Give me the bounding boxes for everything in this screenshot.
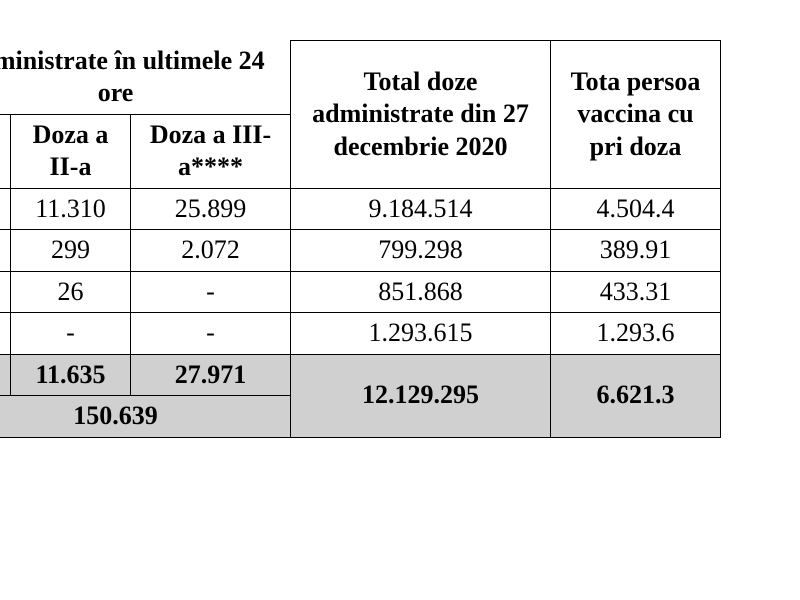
total-tp: 6.621.3 (551, 354, 721, 437)
total-sum24: 150.639 (0, 396, 291, 438)
vaccination-table: administrate în ultimele 24 ore Total do… (0, 40, 721, 438)
cell-tp: 4.504.4 (551, 188, 721, 230)
cell-d3: - (131, 313, 291, 355)
cell-tp: 389.91 (551, 230, 721, 272)
table-row: 299 2.072 799.298 389.91 (0, 230, 721, 272)
cell-d1: 2 (0, 313, 11, 355)
cell-d2: - (11, 313, 131, 355)
cell-td: 851.868 (291, 271, 551, 313)
cell-d3: - (131, 271, 291, 313)
table-row: 2 - - 1.293.615 1.293.6 (0, 313, 721, 355)
table-row: 7 11.310 25.899 9.184.514 4.504.4 (0, 188, 721, 230)
total-d3: 27.971 (131, 354, 291, 396)
total-d2: 11.635 (11, 354, 131, 396)
cell-tp: 1.293.6 (551, 313, 721, 355)
header-24h: administrate în ultimele 24 ore (0, 41, 291, 115)
header-row-1: administrate în ultimele 24 ore Total do… (0, 41, 721, 115)
total-d1: 3 (0, 354, 11, 396)
cell-d2: 26 (11, 271, 131, 313)
header-doza-3: Doza a III-a**** (131, 114, 291, 188)
cell-tp: 433.31 (551, 271, 721, 313)
cell-d3: 25.899 (131, 188, 291, 230)
cell-d1: 7 (0, 188, 11, 230)
vaccination-table-container: administrate în ultimele 24 ore Total do… (0, 40, 721, 438)
cell-d1 (0, 271, 11, 313)
cell-d2: 299 (11, 230, 131, 272)
total-td: 12.129.295 (291, 354, 551, 437)
table-row: 26 - 851.868 433.31 (0, 271, 721, 313)
header-total-doze: Total doze administrate din 27 decembrie… (291, 41, 551, 189)
cell-td: 9.184.514 (291, 188, 551, 230)
cell-d3: 2.072 (131, 230, 291, 272)
cell-d1 (0, 230, 11, 272)
cell-td: 799.298 (291, 230, 551, 272)
total-row-1: 3 11.635 27.971 12.129.295 6.621.3 (0, 354, 721, 396)
header-doza-1: I (0, 114, 11, 188)
cell-td: 1.293.615 (291, 313, 551, 355)
header-total-persoane: Tota persoa vaccina cu pri doza (551, 41, 721, 189)
header-doza-2: Doza a II-a (11, 114, 131, 188)
cell-d2: 11.310 (11, 188, 131, 230)
